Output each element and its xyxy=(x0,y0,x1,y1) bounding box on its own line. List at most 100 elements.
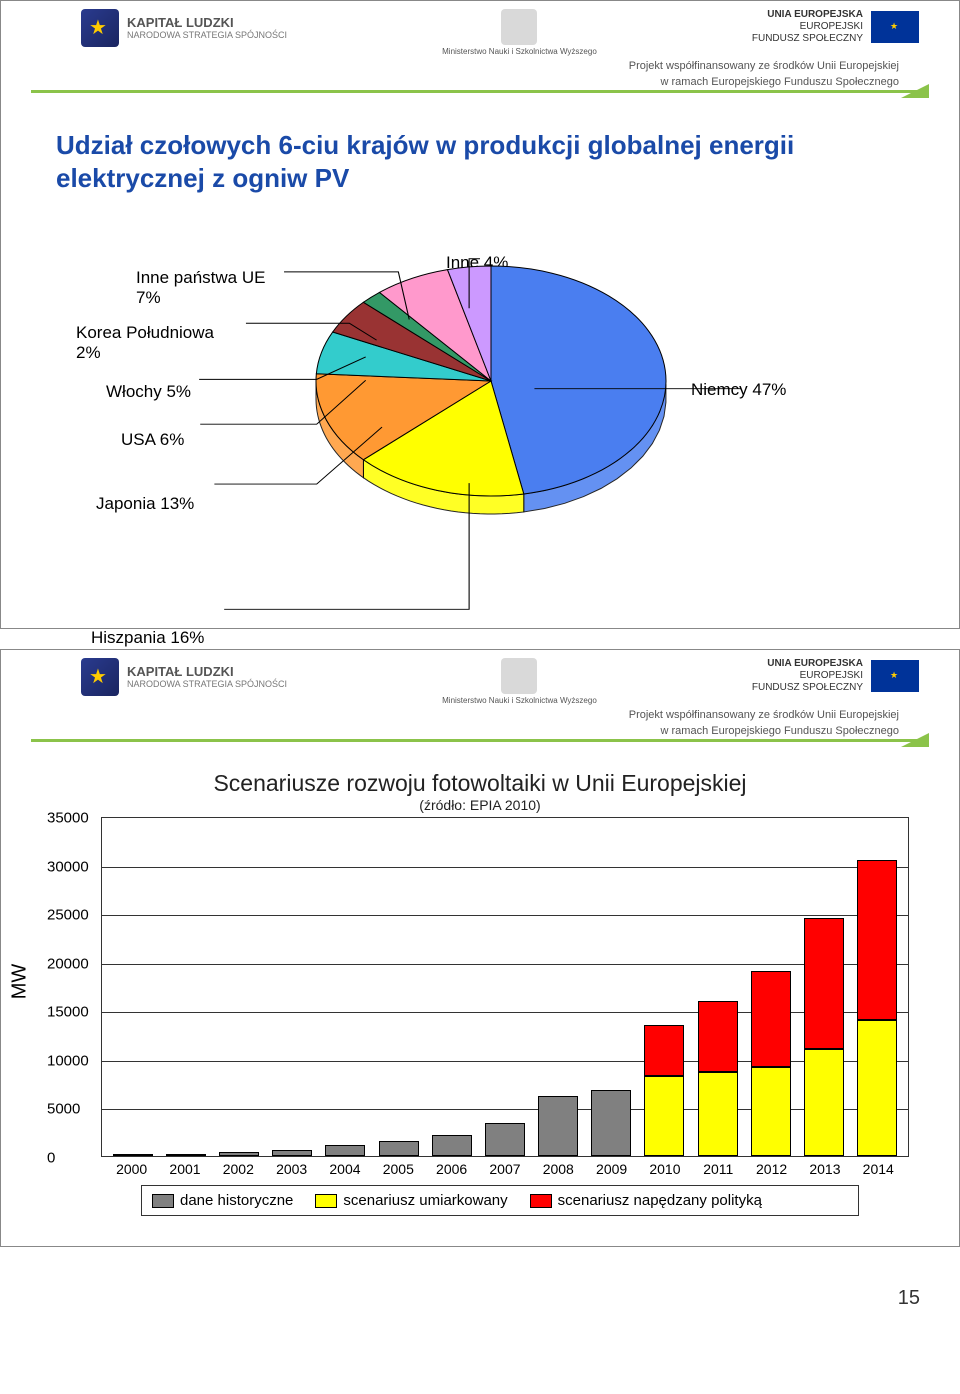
x-tick-label: 2004 xyxy=(325,1161,365,1177)
eu-line1: UNIA EUROPEJSKA xyxy=(752,9,863,21)
bar-segment xyxy=(113,1154,153,1156)
bars-row xyxy=(102,818,908,1156)
bar-group xyxy=(698,1001,738,1156)
x-tick-label: 2009 xyxy=(592,1161,632,1177)
legend-swatch xyxy=(530,1194,552,1208)
y-tick-label: 5000 xyxy=(47,1101,80,1118)
slide2-subtitle: (źródło: EPIA 2010) xyxy=(1,797,959,813)
bar-group xyxy=(219,1152,259,1156)
logo-ministry: Ministerstwo Nauki i Szkolnictwa Wyższeg… xyxy=(442,9,597,56)
logo-eu: UNIA EUROPEJSKA EUROPEJSKI FUNDUSZ SPOŁE… xyxy=(752,658,919,694)
y-tick-label: 30000 xyxy=(47,858,89,875)
bar-group xyxy=(325,1145,365,1156)
kl-star-icon xyxy=(81,658,119,696)
y-tick-label: 0 xyxy=(47,1150,55,1167)
green-divider xyxy=(31,90,929,93)
pie-label: Korea Południowa2% xyxy=(76,323,214,363)
cofinance-line2: w ramach Europejskiego Funduszu Społeczn… xyxy=(1,721,959,737)
legend-label: scenariusz umiarkowany xyxy=(343,1192,507,1209)
cofinance-line2: w ramach Europejskiego Funduszu Społeczn… xyxy=(1,72,959,88)
eagle-icon xyxy=(501,9,537,45)
bar-group xyxy=(804,918,844,1156)
bar-chart: MW 05000100001500020000250003000035000 xyxy=(101,817,909,1157)
pie-label: Niemcy 47% xyxy=(691,380,786,400)
slide-header: KAPITAŁ LUDZKI NARODOWA STRATEGIA SPÓJNO… xyxy=(1,1,959,111)
pie-label: USA 6% xyxy=(121,430,184,450)
bar-group xyxy=(538,1096,578,1156)
eu-line2: EUROPEJSKI xyxy=(752,670,863,682)
logo-kapital-ludzki: KAPITAŁ LUDZKI NARODOWA STRATEGIA SPÓJNO… xyxy=(81,658,287,696)
eu-line2: EUROPEJSKI xyxy=(752,21,863,33)
x-tick-label: 2000 xyxy=(112,1161,152,1177)
x-tick-label: 2010 xyxy=(645,1161,685,1177)
bar-segment xyxy=(485,1123,525,1156)
bar-segment xyxy=(591,1090,631,1156)
eu-flag-icon xyxy=(871,11,919,43)
bar-group xyxy=(166,1154,206,1156)
kl-sub: NARODOWA STRATEGIA SPÓJNOŚCI xyxy=(127,30,287,40)
bar-segment xyxy=(751,971,791,1066)
y-tick-label: 20000 xyxy=(47,955,89,972)
bar-segment xyxy=(857,860,897,1020)
pie-label: Inne państwa UE7% xyxy=(136,268,265,308)
kl-sub: NARODOWA STRATEGIA SPÓJNOŚCI xyxy=(127,679,287,689)
x-tick-label: 2008 xyxy=(538,1161,578,1177)
x-tick-label: 2011 xyxy=(698,1161,738,1177)
x-tick-label: 2013 xyxy=(805,1161,845,1177)
bar-segment xyxy=(751,1067,791,1156)
bar-segment xyxy=(379,1141,419,1156)
bar-segment xyxy=(325,1145,365,1156)
logo-eu: UNIA EUROPEJSKA EUROPEJSKI FUNDUSZ SPOŁE… xyxy=(752,9,919,45)
x-tick-label: 2002 xyxy=(218,1161,258,1177)
bar-group xyxy=(379,1141,419,1156)
bar-segment xyxy=(644,1076,684,1156)
logo-kapital-ludzki: KAPITAŁ LUDZKI NARODOWA STRATEGIA SPÓJNO… xyxy=(81,9,287,47)
ministry-text: Ministerstwo Nauki i Szkolnictwa Wyższeg… xyxy=(442,47,597,56)
bar-segment xyxy=(219,1152,259,1156)
slide-bar: KAPITAŁ LUDZKI NARODOWA STRATEGIA SPÓJNO… xyxy=(0,649,960,1247)
legend: dane historycznescenariusz umiarkowanysc… xyxy=(141,1185,859,1216)
pie-label: Włochy 5% xyxy=(106,382,191,402)
eu-flag-icon xyxy=(871,660,919,692)
x-tick-label: 2003 xyxy=(272,1161,312,1177)
kl-star-icon xyxy=(81,9,119,47)
pie-chart xyxy=(311,246,671,516)
legend-item: scenariusz umiarkowany xyxy=(315,1192,507,1209)
kl-title: KAPITAŁ LUDZKI xyxy=(127,16,287,30)
pie-label: Hiszpania 16% xyxy=(91,628,204,648)
bar-segment xyxy=(698,1001,738,1072)
bar-segment xyxy=(698,1072,738,1157)
bar-segment xyxy=(272,1150,312,1156)
bar-segment xyxy=(538,1096,578,1156)
slide-pie: KAPITAŁ LUDZKI NARODOWA STRATEGIA SPÓJNO… xyxy=(0,0,960,629)
slide-header: KAPITAŁ LUDZKI NARODOWA STRATEGIA SPÓJNO… xyxy=(1,650,959,760)
x-tick-label: 2014 xyxy=(858,1161,898,1177)
legend-label: scenariusz napędzany polityką xyxy=(558,1192,762,1209)
bar-group xyxy=(751,971,791,1156)
kl-title: KAPITAŁ LUDZKI xyxy=(127,665,287,679)
y-tick-label: 15000 xyxy=(47,1004,89,1021)
x-tick-label: 2012 xyxy=(752,1161,792,1177)
eagle-icon xyxy=(501,658,537,694)
bar-segment xyxy=(432,1135,472,1156)
eu-line3: FUNDUSZ SPOŁECZNY xyxy=(752,33,863,45)
cofinance-line1: Projekt współfinansowany ze środków Unii… xyxy=(1,56,959,72)
slide1-title: Udział czołowych 6-ciu krajów w produkcj… xyxy=(1,111,959,198)
logo-ministry: Ministerstwo Nauki i Szkolnictwa Wyższeg… xyxy=(442,658,597,705)
y-tick-label: 35000 xyxy=(47,810,89,827)
y-axis-label: MW xyxy=(8,964,31,1000)
pie-label: Japonia 13% xyxy=(96,494,194,514)
legend-item: scenariusz napędzany polityką xyxy=(530,1192,762,1209)
x-tick-label: 2005 xyxy=(378,1161,418,1177)
eu-line1: UNIA EUROPEJSKA xyxy=(752,658,863,670)
x-tick-label: 2006 xyxy=(432,1161,472,1177)
legend-swatch xyxy=(152,1194,174,1208)
y-tick-label: 10000 xyxy=(47,1052,89,1069)
bar-group xyxy=(272,1150,312,1156)
bar-chart-wrap: MW 05000100001500020000250003000035000 2… xyxy=(1,817,959,1246)
x-tick-label: 2007 xyxy=(485,1161,525,1177)
pie-chart-area: Niemcy 47%Hiszpania 16%Japonia 13%USA 6%… xyxy=(1,198,959,628)
slide2-title: Scenariusze rozwoju fotowoltaiki w Unii … xyxy=(1,760,959,797)
eu-line3: FUNDUSZ SPOŁECZNY xyxy=(752,682,863,694)
bar-group xyxy=(857,860,897,1156)
